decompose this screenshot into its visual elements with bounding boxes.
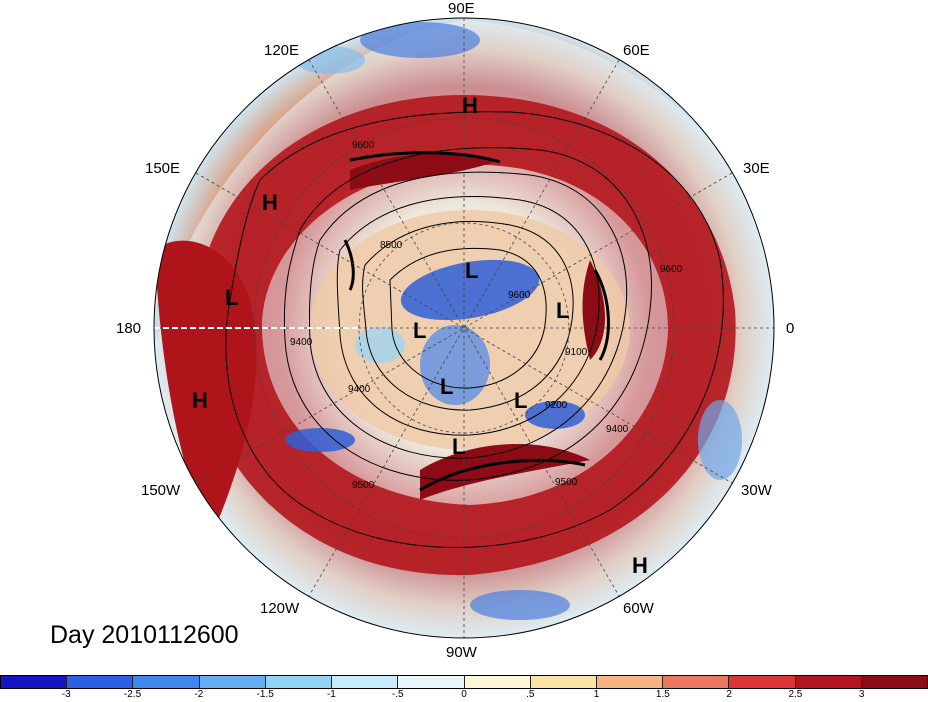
lon-label-180: 180: [116, 320, 142, 337]
lon-label-60e: 60E: [623, 42, 650, 59]
contour-label: 9400: [290, 337, 313, 348]
colorbar-swatch: [530, 676, 597, 688]
colorbar-swatch: [199, 676, 266, 688]
colorbar-tick-label: 1: [593, 689, 600, 700]
colorbar-swatch: [398, 676, 465, 688]
lon-label-150w: 150W: [141, 482, 181, 499]
colorbar-tick-label: -1: [326, 689, 336, 700]
high-pressure-marker: H: [462, 93, 478, 118]
low-pressure-marker: L: [440, 374, 454, 399]
colorbar-tick-label: 1.5: [655, 689, 670, 700]
colorbar-swatch: [596, 676, 664, 688]
colorbar-tick-label: 0: [461, 689, 467, 700]
colorbar-swatch: [1, 676, 68, 688]
contour-label: 9400: [606, 424, 629, 435]
colorbar-tick-label: -2: [194, 689, 204, 700]
lon-label-60w: 60W: [623, 600, 654, 617]
colorbar-swatch: [265, 676, 333, 688]
high-pressure-marker: H: [262, 190, 278, 215]
colorbar-tick-label: -1.5: [256, 689, 274, 700]
colorbar-swatch: [795, 676, 862, 688]
lon-label-0: 0: [786, 320, 795, 337]
low-pressure-marker: L: [514, 388, 528, 413]
lon-label-120e: 120E: [264, 42, 300, 59]
low-pressure-marker: L: [413, 318, 427, 343]
colorbar-tick-label: .5: [526, 689, 535, 700]
colorbar-swatch: [332, 676, 399, 688]
lon-label-90w: 90W: [446, 644, 477, 661]
colorbar-tick-label: 2.5: [788, 689, 803, 700]
colorbar-tick-label: 2: [726, 689, 732, 700]
contour-label: 9500: [555, 477, 578, 488]
colorbar-tick-label: -.5: [391, 689, 404, 700]
contour-label: 9600: [508, 290, 531, 301]
contour-label: 9600: [352, 140, 375, 151]
low-pressure-marker: L: [452, 434, 466, 459]
colorbar-swatch: [663, 676, 730, 688]
low-pressure-marker: L: [465, 258, 479, 283]
colorbar-tick-label: -2.5: [123, 689, 142, 700]
colorbar-swatch: [464, 676, 531, 688]
colorbar-swatch: [67, 676, 134, 688]
date-title: Day 2010112600: [50, 621, 239, 649]
lon-label-90e: 90E: [448, 0, 475, 17]
lon-label-30e: 30E: [743, 160, 770, 177]
high-pressure-marker: H: [632, 553, 648, 578]
contour-label: 9400: [348, 384, 371, 395]
colorbar-swatch: [729, 676, 796, 688]
contour-label: 8500: [380, 240, 403, 251]
lon-label-120w: 120W: [260, 600, 300, 617]
low-pressure-marker: L: [556, 298, 570, 323]
high-pressure-marker: H: [192, 388, 208, 413]
contour-label: 9100: [565, 347, 588, 358]
low-pressure-marker: L: [225, 285, 239, 310]
colorbar-swatch: [861, 676, 928, 688]
contour-label: 9200: [545, 400, 568, 411]
colorbar-tick-label: 3: [858, 689, 865, 700]
contour-label: 9500: [352, 480, 375, 491]
lon-label-150e: 150E: [145, 160, 181, 177]
lon-label-30w: 30W: [741, 482, 772, 499]
contour-label: 9600: [660, 264, 683, 275]
colorbar-tick-label: -3: [61, 689, 71, 700]
colorbar: [0, 675, 928, 689]
colorbar-swatch: [133, 676, 200, 688]
